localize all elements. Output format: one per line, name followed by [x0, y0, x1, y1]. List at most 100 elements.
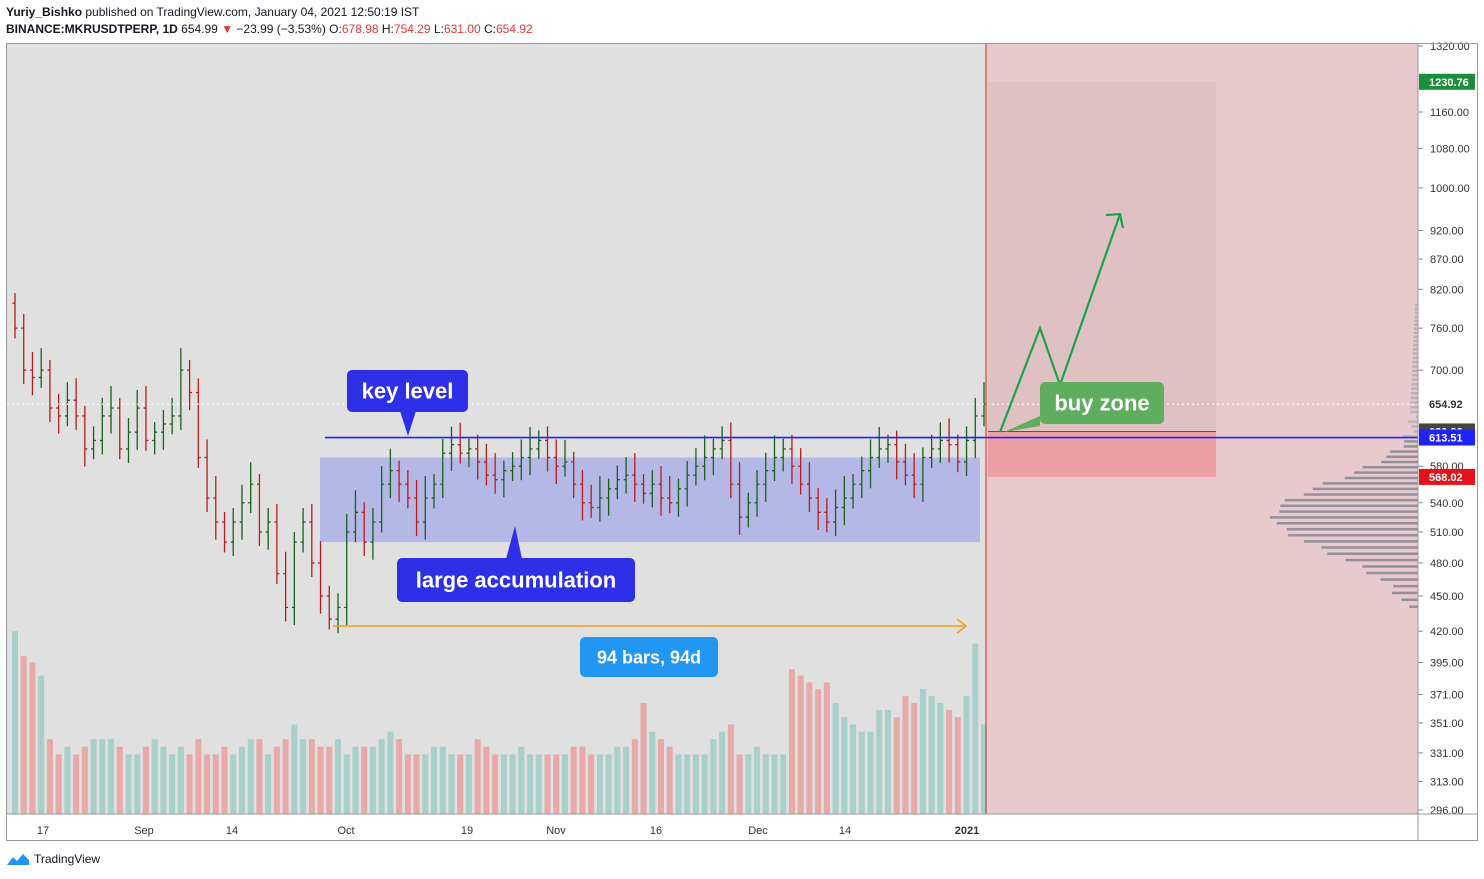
candle[interactable]	[902, 443, 908, 486]
tradingview-brand[interactable]: TradingView	[6, 852, 100, 866]
candle[interactable]	[675, 478, 681, 517]
candle[interactable]	[12, 293, 18, 339]
candle[interactable]	[56, 393, 62, 434]
candle[interactable]	[222, 511, 228, 553]
candle[interactable]	[632, 453, 638, 502]
candle[interactable]	[894, 430, 900, 480]
candle[interactable]	[405, 470, 411, 509]
candle[interactable]	[553, 439, 559, 484]
candle[interactable]	[545, 426, 551, 472]
candle[interactable]	[318, 540, 324, 614]
candle[interactable]	[440, 439, 446, 499]
candle[interactable]	[885, 434, 891, 463]
candle[interactable]	[29, 352, 35, 396]
candle[interactable]	[815, 487, 821, 530]
candle[interactable]	[152, 422, 158, 455]
candle[interactable]	[82, 405, 88, 467]
candle[interactable]	[448, 426, 454, 471]
candle[interactable]	[414, 479, 420, 537]
candle[interactable]	[920, 447, 926, 502]
candle[interactable]	[501, 460, 507, 498]
candle[interactable]	[641, 474, 647, 504]
candle[interactable]	[134, 389, 140, 450]
candle[interactable]	[579, 470, 585, 521]
candle[interactable]	[702, 435, 708, 481]
candle[interactable]	[256, 474, 262, 546]
candle[interactable]	[309, 503, 315, 577]
candle[interactable]	[47, 360, 53, 423]
price-axis-label[interactable]: 568.02	[1419, 468, 1475, 485]
candle[interactable]	[588, 484, 594, 518]
candle[interactable]	[841, 476, 847, 526]
candle[interactable]	[344, 513, 350, 626]
bars-range-label[interactable]: 94 bars, 94d	[580, 637, 718, 677]
candle[interactable]	[187, 360, 193, 411]
candle[interactable]	[868, 439, 874, 489]
candle[interactable]	[239, 484, 245, 540]
candle[interactable]	[754, 470, 760, 517]
candle[interactable]	[667, 476, 673, 514]
candle[interactable]	[300, 507, 306, 553]
candle[interactable]	[693, 448, 699, 486]
candle[interactable]	[422, 476, 428, 540]
author-name[interactable]: Yuriy_Bishko	[6, 5, 83, 19]
candle[interactable]	[457, 422, 463, 464]
candle[interactable]	[230, 507, 236, 557]
candle[interactable]	[274, 503, 280, 585]
candle[interactable]	[518, 439, 524, 481]
candle[interactable]	[876, 426, 882, 468]
candle[interactable]	[806, 462, 812, 513]
candle[interactable]	[571, 451, 577, 499]
candle[interactable]	[771, 435, 777, 481]
candle[interactable]	[946, 418, 952, 463]
candle[interactable]	[370, 507, 376, 560]
candle[interactable]	[798, 448, 804, 495]
candle[interactable]	[937, 422, 943, 463]
candle[interactable]	[125, 418, 131, 463]
candle[interactable]	[964, 426, 970, 476]
candle[interactable]	[431, 474, 437, 509]
symbol-name[interactable]: BINANCE:MKRUSDTPERP, 1D	[6, 22, 178, 36]
candle[interactable]	[73, 378, 79, 430]
candle[interactable]	[728, 422, 734, 499]
candle[interactable]	[265, 507, 271, 550]
candle[interactable]	[623, 457, 629, 494]
accumulation-label[interactable]: large accumulation	[397, 526, 635, 602]
candle[interactable]	[710, 438, 716, 476]
candle[interactable]	[396, 460, 402, 502]
candle[interactable]	[955, 434, 961, 473]
candle[interactable]	[21, 314, 27, 385]
candle[interactable]	[536, 430, 542, 460]
candle[interactable]	[850, 474, 856, 509]
candle[interactable]	[649, 470, 655, 508]
candle[interactable]	[911, 453, 917, 499]
stop-zone[interactable]	[988, 431, 1216, 477]
candle[interactable]	[195, 378, 201, 468]
candle[interactable]	[160, 409, 166, 450]
candle[interactable]	[248, 462, 254, 514]
candle[interactable]	[527, 426, 533, 476]
candle[interactable]	[38, 348, 44, 388]
price-axis-label[interactable]: 654.92	[1419, 396, 1475, 413]
candle[interactable]	[606, 478, 612, 516]
candle[interactable]	[492, 453, 498, 494]
candle[interactable]	[763, 452, 769, 502]
candle[interactable]	[737, 462, 743, 535]
candle[interactable]	[361, 502, 367, 557]
candle[interactable]	[291, 531, 297, 626]
candle[interactable]	[684, 461, 690, 507]
projection-arrow[interactable]	[998, 213, 1122, 433]
candle[interactable]	[483, 443, 489, 486]
candle[interactable]	[859, 456, 865, 499]
candle[interactable]	[466, 438, 472, 468]
candle[interactable]	[789, 434, 795, 484]
candle[interactable]	[475, 434, 481, 480]
candle[interactable]	[833, 489, 839, 537]
price-chart[interactable]: key level large accumulation buy zone 94 ba…	[0, 0, 1484, 845]
candle[interactable]	[91, 426, 97, 460]
candle[interactable]	[108, 386, 114, 434]
candle[interactable]	[326, 585, 332, 630]
candle[interactable]	[99, 397, 105, 455]
candle[interactable]	[213, 476, 219, 540]
candle[interactable]	[178, 348, 184, 430]
